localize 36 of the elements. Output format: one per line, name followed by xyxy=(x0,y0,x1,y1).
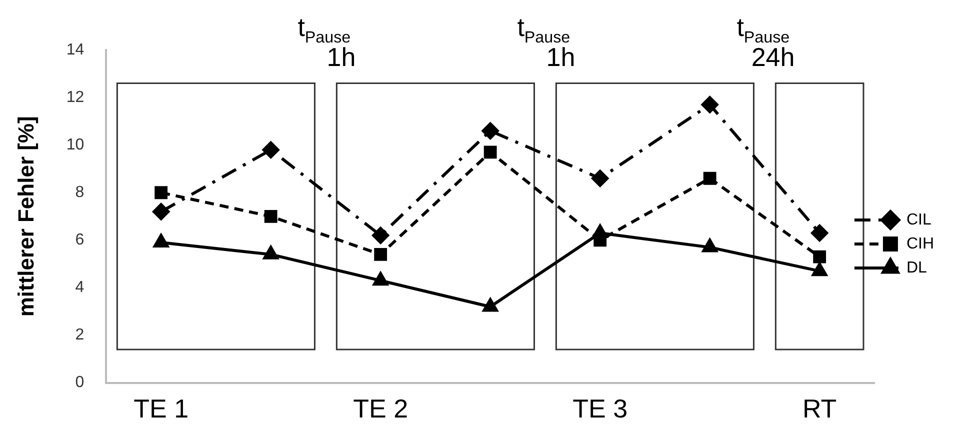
point xyxy=(703,172,716,185)
point xyxy=(811,224,828,242)
legend-label: CIL xyxy=(906,211,932,228)
point xyxy=(482,298,498,312)
y-tick-label: 6 xyxy=(75,232,84,249)
x-tick-label: TE 1 xyxy=(134,394,189,424)
y-tick-label: 4 xyxy=(75,279,84,296)
point xyxy=(812,262,828,276)
y-tick-label: 2 xyxy=(75,326,84,344)
legend-label: DL xyxy=(906,259,927,276)
y-tick-label: 0 xyxy=(75,374,84,392)
y-tick-label: 14 xyxy=(66,41,84,58)
x-tick-label: TE 3 xyxy=(572,394,628,424)
point xyxy=(154,234,169,248)
point xyxy=(702,238,718,252)
y-tick-label: 8 xyxy=(75,184,84,202)
x-tick-label: RT xyxy=(802,394,837,424)
point xyxy=(372,226,390,244)
point xyxy=(152,203,170,220)
point xyxy=(701,96,718,114)
point xyxy=(592,170,609,187)
point xyxy=(263,246,278,260)
point xyxy=(374,248,388,261)
x-tick-label: TE 2 xyxy=(353,394,408,424)
point xyxy=(264,210,278,223)
point xyxy=(484,146,497,159)
point xyxy=(813,250,826,264)
point xyxy=(482,122,499,140)
point xyxy=(373,272,388,286)
y-tick-label: 12 xyxy=(66,88,84,106)
point xyxy=(594,234,607,247)
point xyxy=(262,141,280,158)
point xyxy=(154,186,168,200)
y-tick-label: 10 xyxy=(66,136,84,154)
legend-label: CIH xyxy=(906,235,934,252)
y-axis-title: mittlerer Fehler [%] xyxy=(13,116,38,317)
